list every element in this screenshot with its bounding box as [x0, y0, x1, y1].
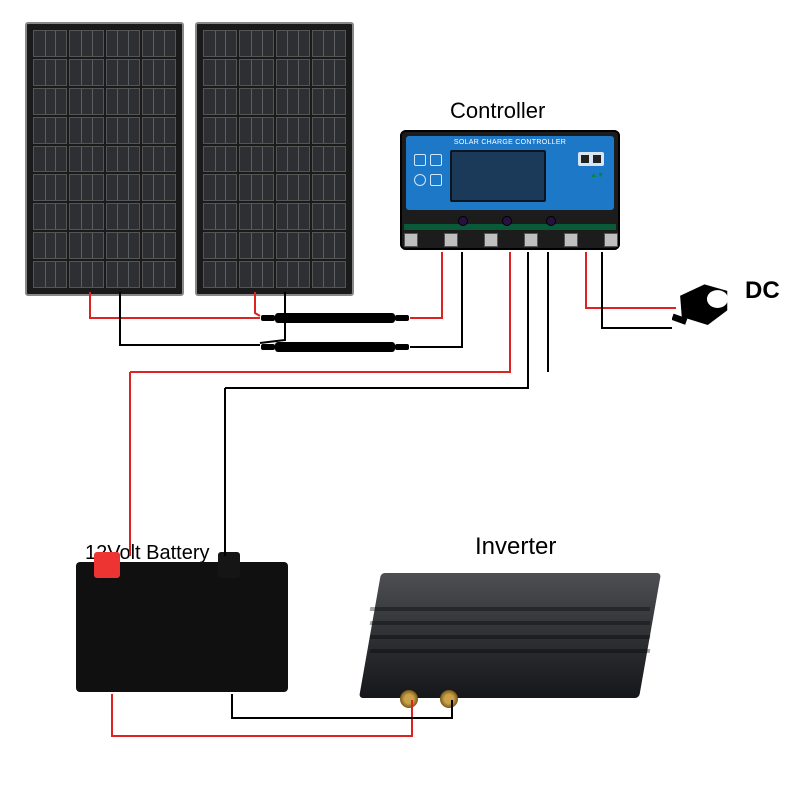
battery-12v [76, 572, 288, 692]
solar-panel-2 [195, 22, 354, 296]
mc4-connector-2 [275, 342, 395, 352]
diagram-stage: Controller SOLAR CHARGE CONTROLLER ▲▼ DC [0, 0, 800, 800]
dc-plug-icon [672, 278, 737, 333]
controller-terminal-3 [484, 233, 498, 247]
usb-ports-icon [578, 152, 604, 166]
inverter-terminal-1-icon [400, 690, 418, 708]
inverter [370, 573, 650, 698]
controller-icon-1 [414, 154, 426, 166]
battery-terminal-neg-icon [218, 552, 240, 578]
controller-terminal-4 [524, 233, 538, 247]
controller-icon-3 [414, 174, 426, 186]
inverter-terminal-2-icon [440, 690, 458, 708]
controller-button-3 [546, 216, 556, 226]
controller-terminal-5 [564, 233, 578, 247]
controller-icon-4 [430, 174, 442, 186]
controller-label: Controller [450, 98, 545, 124]
controller-icon-2 [430, 154, 442, 166]
controller-terminal-1 [404, 233, 418, 247]
controller-terminal-2 [444, 233, 458, 247]
controller-button-1 [458, 216, 468, 226]
controller-title: SOLAR CHARGE CONTROLLER [406, 139, 614, 146]
controller-screen [450, 150, 546, 202]
battery-terminal-pos-icon [94, 552, 120, 578]
controller-button-2 [502, 216, 512, 226]
solar-panel-1 [25, 22, 184, 296]
charge-controller: SOLAR CHARGE CONTROLLER ▲▼ [400, 130, 620, 250]
controller-terminal-6 [604, 233, 618, 247]
inverter-label: Inverter [475, 533, 556, 561]
dc-label: DC [745, 277, 780, 305]
mc4-connector-1 [275, 313, 395, 323]
